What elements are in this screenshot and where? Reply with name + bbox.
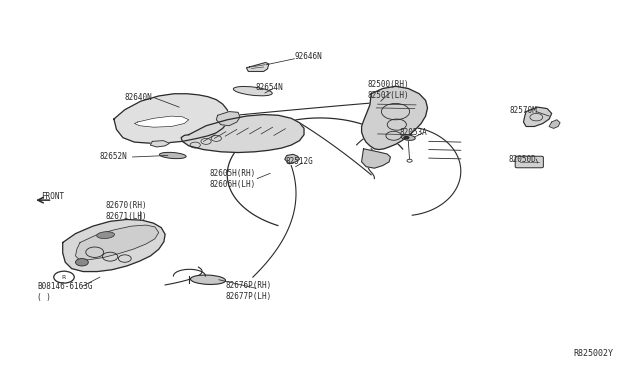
Ellipse shape: [97, 232, 115, 238]
Polygon shape: [549, 120, 560, 128]
Polygon shape: [134, 116, 189, 127]
Ellipse shape: [191, 275, 225, 285]
Text: B08146-6163G
( ): B08146-6163G ( ): [37, 282, 93, 302]
Text: 92646N: 92646N: [294, 52, 322, 61]
Ellipse shape: [401, 135, 415, 140]
Ellipse shape: [159, 153, 186, 158]
Text: 82640N: 82640N: [125, 93, 152, 102]
Text: 82050D: 82050D: [509, 155, 536, 164]
Ellipse shape: [234, 86, 272, 96]
Polygon shape: [150, 141, 170, 147]
Text: R: R: [62, 275, 66, 280]
Polygon shape: [285, 154, 300, 164]
Circle shape: [76, 259, 88, 266]
Text: 82652N: 82652N: [99, 153, 127, 161]
Polygon shape: [216, 112, 240, 126]
Text: 82512G: 82512G: [285, 157, 313, 166]
Text: R825002Y: R825002Y: [573, 349, 613, 358]
Polygon shape: [63, 219, 165, 272]
Text: 82670(RH)
82671(LH): 82670(RH) 82671(LH): [106, 201, 147, 221]
Text: 82676P(RH)
82677P(LH): 82676P(RH) 82677P(LH): [225, 281, 271, 301]
Text: 82500(RH)
82501(LH): 82500(RH) 82501(LH): [368, 80, 410, 100]
Text: 82605H(RH)
82606H(LH): 82605H(RH) 82606H(LH): [210, 169, 256, 189]
FancyBboxPatch shape: [515, 156, 543, 168]
Polygon shape: [76, 225, 159, 260]
Polygon shape: [362, 86, 428, 150]
Text: 82053A: 82053A: [399, 128, 427, 137]
Text: FRONT: FRONT: [41, 192, 64, 201]
Circle shape: [407, 159, 412, 162]
Polygon shape: [246, 62, 269, 71]
Circle shape: [403, 136, 410, 140]
Polygon shape: [524, 107, 552, 126]
Polygon shape: [181, 115, 304, 153]
Polygon shape: [362, 149, 390, 168]
Text: 82654N: 82654N: [256, 83, 284, 92]
Text: 82570M: 82570M: [509, 106, 537, 115]
Polygon shape: [114, 94, 229, 143]
